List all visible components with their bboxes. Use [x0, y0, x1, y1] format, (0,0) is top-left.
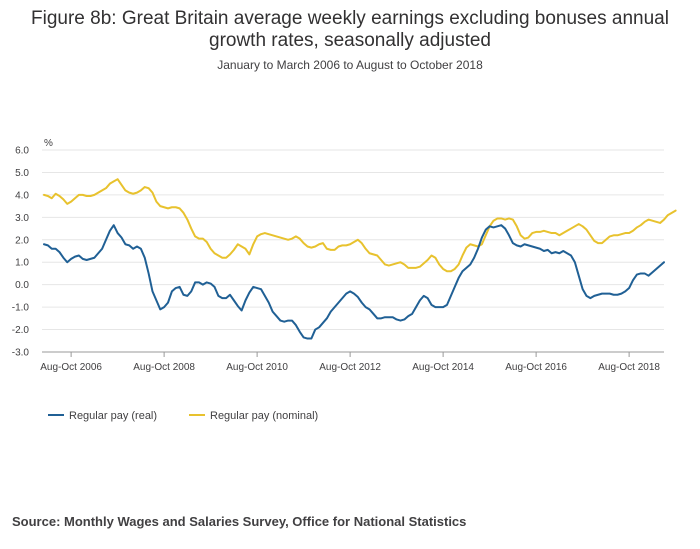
y-tick-label: -3.0 — [12, 348, 30, 359]
x-tick-label: Aug-Oct 2008 — [133, 362, 195, 373]
x-tick-label: Aug-Oct 2012 — [319, 362, 381, 373]
legend: Regular pay (real) Regular pay (nominal) — [48, 410, 318, 422]
x-tick-label: Aug-Oct 2014 — [412, 362, 474, 373]
y-tick-label: 5.0 — [15, 168, 29, 179]
y-tick-label: 3.0 — [15, 213, 29, 224]
y-tick-label: 2.0 — [15, 235, 29, 246]
y-axis-label: % — [44, 138, 53, 149]
chart-title: Figure 8b: Great Britain average weekly … — [31, 8, 669, 51]
x-tick-label: Aug-Oct 2016 — [505, 362, 567, 373]
y-axis-ticks: 6.0 5.0 4.0 3.0 2.0 1.0 0.0 -1.0 -2.0 -3.0 — [12, 146, 30, 359]
legend-label: Regular pay (nominal) — [210, 410, 318, 422]
legend-label: Regular pay (real) — [69, 410, 157, 422]
x-tick-label: Aug-Oct 2018 — [598, 362, 660, 373]
chart-subtitle: January to March 2006 to August to Octob… — [217, 58, 483, 72]
grid-lines — [42, 149, 664, 353]
series-lines — [43, 178, 677, 340]
y-tick-label: 4.0 — [15, 190, 29, 201]
source-note: Source: Monthly Wages and Salaries Surve… — [12, 514, 467, 529]
x-tick-label: Aug-Oct 2010 — [226, 362, 288, 373]
series-line-0 — [43, 224, 665, 340]
y-tick-label: 1.0 — [15, 258, 29, 269]
x-tick-label: Aug-Oct 2006 — [40, 362, 102, 373]
y-tick-label: -2.0 — [12, 325, 30, 336]
x-axis-ticks: Aug-Oct 2006 Aug-Oct 2008 Aug-Oct 2010 Aug-… — [40, 352, 660, 373]
y-tick-label: 0.0 — [15, 280, 29, 291]
series-line-1 — [43, 178, 677, 273]
y-tick-label: -1.0 — [12, 303, 30, 314]
y-tick-label: 6.0 — [15, 146, 29, 157]
